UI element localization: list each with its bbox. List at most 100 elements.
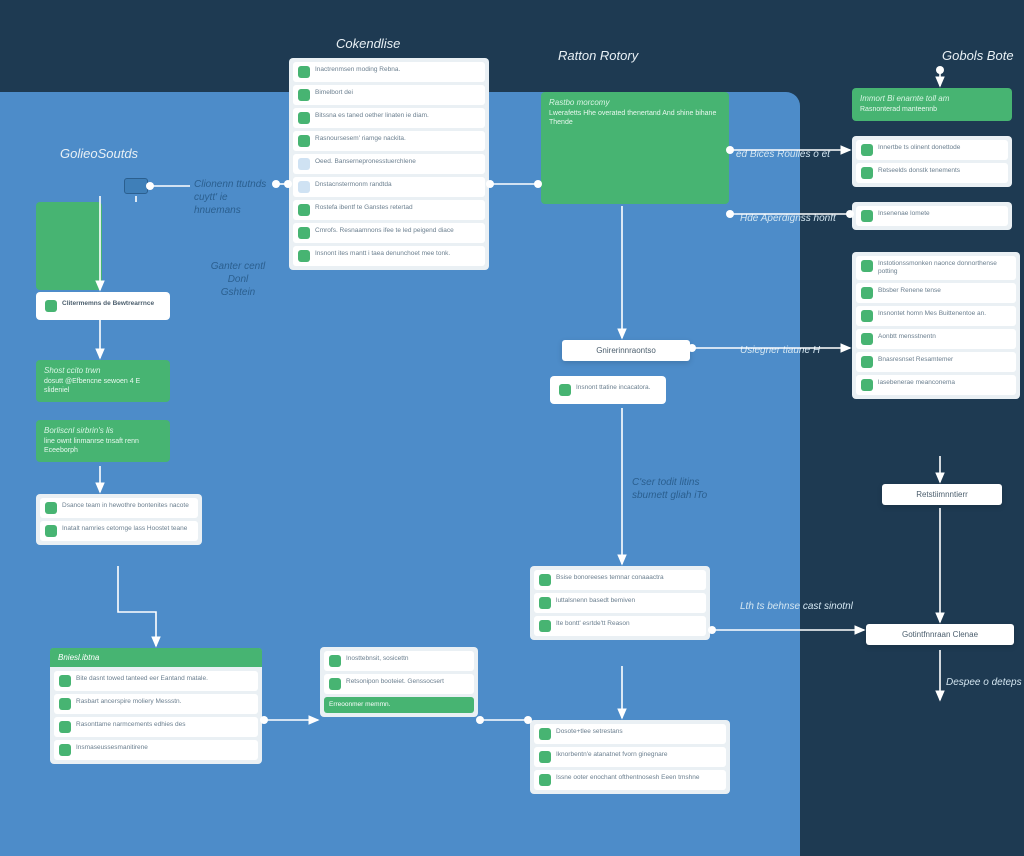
card-d2: Instotionssmonken naonce donnorthense po…	[852, 252, 1020, 399]
bullet-icon	[329, 678, 341, 690]
list-item: luttalsnenn basedt bemiven	[534, 593, 706, 613]
side-label-6: C'ser todit litinssbumett gliah iTo	[632, 476, 732, 502]
bullet-icon	[45, 502, 57, 514]
list-item: Iknorbentn'e atanatnet fvorn ginegnare	[534, 747, 726, 767]
list-item: Rasonttame narmcements edhies des	[54, 717, 258, 737]
bullet-icon	[298, 89, 310, 101]
column-title-a: GolieoSoutds	[60, 146, 138, 161]
panel-c-p1: Rastbo morcomy Lwerafetts Hhe overated t…	[541, 92, 729, 204]
side-label-2: Ganter centlDonlGshtein	[206, 260, 270, 299]
list-item: Insenenae lomete	[856, 206, 1008, 226]
column-title-b: Cokendlise	[336, 36, 400, 51]
bullet-icon	[539, 597, 551, 609]
list-item: Inactrenmsen moding Rebna.	[293, 62, 485, 82]
box-d3: Retstiimnntierr	[882, 484, 1002, 505]
side-label-7: Lth ts behnse cast sinotnl	[740, 600, 853, 613]
card-d1b: Innertbe ts olinent donettode Retseelds d…	[852, 136, 1012, 187]
list-item: Rostefa ibentf te Ganstes retertad	[293, 200, 485, 220]
list-item: Ite bontt' esrtde'tt Reason	[534, 616, 706, 636]
bullet-icon	[539, 574, 551, 586]
list-item: Aonbtt mensstnentn	[856, 329, 1016, 349]
side-label-5: Usiegner tiaune H	[740, 344, 820, 357]
start-node	[124, 178, 148, 194]
bullet-icon	[559, 384, 571, 396]
bullet-icon	[861, 379, 873, 391]
list-item: lasebenerae meanconema	[856, 375, 1016, 395]
card-b1: Inactrenmsen moding Rebna. Bimelbort dei B…	[289, 58, 489, 270]
list-item: Oeed. Bansernepronesstuerchlene	[293, 154, 485, 174]
side-label-8: Despee o deteps	[946, 676, 1022, 689]
column-title-d: Gobols Bote	[942, 48, 1014, 63]
panel-a-start	[36, 202, 102, 290]
card-c2b: Insnont ttatine incacatora.	[550, 376, 666, 404]
card-c3: Bsise bonoreeses temnar conaaactra luttal…	[530, 566, 710, 640]
list-item: Insmaseussesmanitirene	[54, 740, 258, 760]
list-item: Dosote+tlee setrestans	[534, 724, 726, 744]
list-item: Bimelbort dei	[293, 85, 485, 105]
bullet-icon	[45, 525, 57, 537]
bullet-icon	[539, 774, 551, 786]
bullet-icon	[861, 144, 873, 156]
bullet-icon	[539, 620, 551, 632]
list-item: Erreoonmer memmn.	[324, 697, 474, 713]
list-item: Rasbart ancerspire moliery Messstn.	[54, 694, 258, 714]
list-item: Inatalt namries cetornge lass Hoostet te…	[40, 521, 198, 541]
bullet-icon	[298, 204, 310, 216]
list-item: Bite dasnt towed tanteed eer Eantand mat…	[54, 671, 258, 691]
side-label-1: Clionenn ttutndscuytt' ie hnuemans	[194, 178, 274, 217]
card-a5-header: Bniesl.ibtna	[50, 648, 262, 667]
panel-a-p2: Shost ccito trwn dosutt @Efbencne sewoen…	[36, 360, 170, 402]
bullet-icon	[59, 721, 71, 733]
list-item: Instotionssmonken naonce donnorthense po…	[856, 256, 1016, 280]
list-item: Rasnoursesem' riamge nackita.	[293, 131, 485, 151]
bullet-icon	[539, 751, 551, 763]
bullet-icon	[298, 250, 310, 262]
side-label-4: Hde Aperdignss honft	[740, 212, 836, 225]
bullet-icon	[861, 260, 873, 272]
bullet-icon	[298, 66, 310, 78]
list-item: Bbsber Renene tense	[856, 283, 1016, 303]
card-a4: Dsance team in hewothre bontenites nacot…	[36, 494, 202, 545]
list-item: Bitssna es taned oether linaten ie diam.	[293, 108, 485, 128]
panel-a-p1: Clitermemns de Bewtrearrnce	[36, 292, 170, 320]
list-item: Inosttebnsit, sosicettn	[324, 651, 474, 671]
bullet-icon	[861, 287, 873, 299]
list-item: Retsonipon booteiet. Genssocsert	[324, 674, 474, 694]
card-d1c: Insenenae lomete	[852, 202, 1012, 230]
card-b2: Inosttebnsit, sosicettn Retsonipon bootei…	[320, 647, 478, 717]
box-d4: Gotintfnnraan Clenae	[866, 624, 1014, 645]
panel-d-p1: Immort Bi enarnte toll am Rasnonterad ma…	[852, 88, 1012, 121]
bullet-icon	[298, 181, 310, 193]
list-item: Cmrofs. Resnaamnons ifee te led peigend …	[293, 223, 485, 243]
bullet-icon	[59, 698, 71, 710]
list-item: Bsise bonoreeses temnar conaaactra	[534, 570, 706, 590]
column-title-c: Ratton Rotory	[558, 48, 638, 63]
list-item: Dsance team in hewothre bontenites nacot…	[40, 498, 198, 518]
bullet-icon	[59, 744, 71, 756]
list-item: Dnstacnstermonm randtda	[293, 177, 485, 197]
bullet-icon	[298, 227, 310, 239]
bullet-icon	[329, 655, 341, 667]
bullet-icon	[298, 158, 310, 170]
list-item: Issne ooter enochant ofthentnosesh Eeen …	[534, 770, 726, 790]
card-c4: Dosote+tlee setrestans Iknorbentn'e atana…	[530, 720, 730, 794]
list-item: Bnasresnset Resamtemer	[856, 352, 1016, 372]
bullet-icon	[298, 135, 310, 147]
bullet-icon	[861, 310, 873, 322]
list-item: Insnont ites mantt i taea denunchoet mee…	[293, 246, 485, 266]
card-a5: Bniesl.ibtna Bite dasnt towed tanteed ee…	[50, 648, 262, 764]
bullet-icon	[45, 300, 57, 312]
bullet-icon	[539, 728, 551, 740]
panel-a-p3: Borliscnl sirbrin's lis line ownt linman…	[36, 420, 170, 462]
list-item: Insnontet homn Mes Buittenentoe an.	[856, 306, 1016, 326]
bullet-icon	[59, 675, 71, 687]
bullet-icon	[861, 333, 873, 345]
bullet-icon	[861, 210, 873, 222]
box-c2: Gnirerinnraontso	[562, 340, 690, 361]
bullet-icon	[298, 112, 310, 124]
list-item: Retseelds donstk tenements	[856, 163, 1008, 183]
bullet-icon	[861, 167, 873, 179]
bullet-icon	[861, 356, 873, 368]
side-label-3: ed Bices Roulles o et	[736, 148, 830, 161]
list-item: Innertbe ts olinent donettode	[856, 140, 1008, 160]
